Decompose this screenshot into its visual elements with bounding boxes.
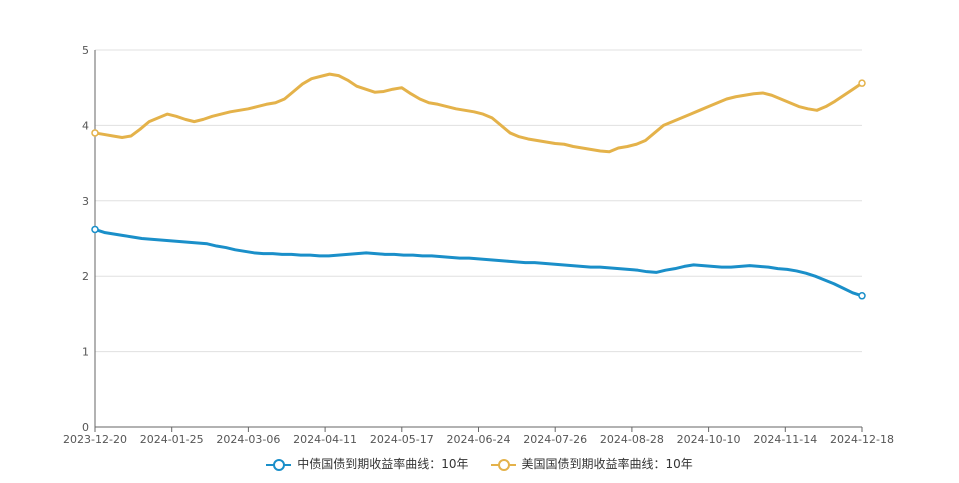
- series-2-point[interactable]: [91, 129, 99, 137]
- x-tick-label: 2024-07-26: [523, 433, 587, 446]
- x-tick-label: 2024-10-10: [677, 433, 741, 446]
- x-tick-label: 2024-12-18: [830, 433, 894, 446]
- series-layer: [91, 72, 866, 300]
- series-line-2[interactable]: [93, 72, 864, 154]
- y-tick-label: 4: [82, 119, 89, 132]
- y-tick-label: 5: [82, 44, 89, 57]
- legend: 中债国债到期收益率曲线：10年 美国国债到期收益率曲线：10年: [0, 455, 959, 472]
- x-tick-label: 2024-05-17: [370, 433, 434, 446]
- y-tick-label: 3: [82, 195, 89, 208]
- legend-label-series-2: 美国国债到期收益率曲线：10年: [521, 457, 693, 471]
- legend-item-series-2[interactable]: 美国国债到期收益率曲线：10年: [490, 455, 693, 472]
- x-tick-label: 2024-01-25: [140, 433, 204, 446]
- y-tick-label: 2: [82, 270, 89, 283]
- x-tick-label: 2024-11-14: [753, 433, 817, 446]
- y-tick-label: 1: [82, 346, 89, 359]
- x-tick-label: 2024-03-06: [216, 433, 280, 446]
- y-tick-label: 0: [82, 421, 89, 434]
- legend-swatch-series-1-icon: [266, 457, 292, 471]
- series-line-1[interactable]: [93, 227, 864, 298]
- series-1-point[interactable]: [91, 225, 99, 234]
- grid-layer: [95, 49, 862, 353]
- x-tick-label: 2024-06-24: [447, 433, 511, 446]
- legend-item-series-1[interactable]: 中债国债到期收益率曲线：10年: [266, 455, 469, 472]
- x-tick-label: 2024-04-11: [293, 433, 357, 446]
- legend-label-series-1: 中债国债到期收益率曲线：10年: [297, 457, 469, 471]
- x-tick-label: 2024-08-28: [600, 433, 664, 446]
- series-2-point[interactable]: [858, 79, 866, 87]
- series-1-point[interactable]: [858, 292, 866, 300]
- legend-swatch-series-2-icon: [490, 457, 516, 471]
- x-tick-label: 2023-12-20: [63, 433, 127, 446]
- axis-layer: 0 1 2 3 4 5 2023-12-20 2024-01-25 2024-03-06 2024…: [63, 44, 894, 446]
